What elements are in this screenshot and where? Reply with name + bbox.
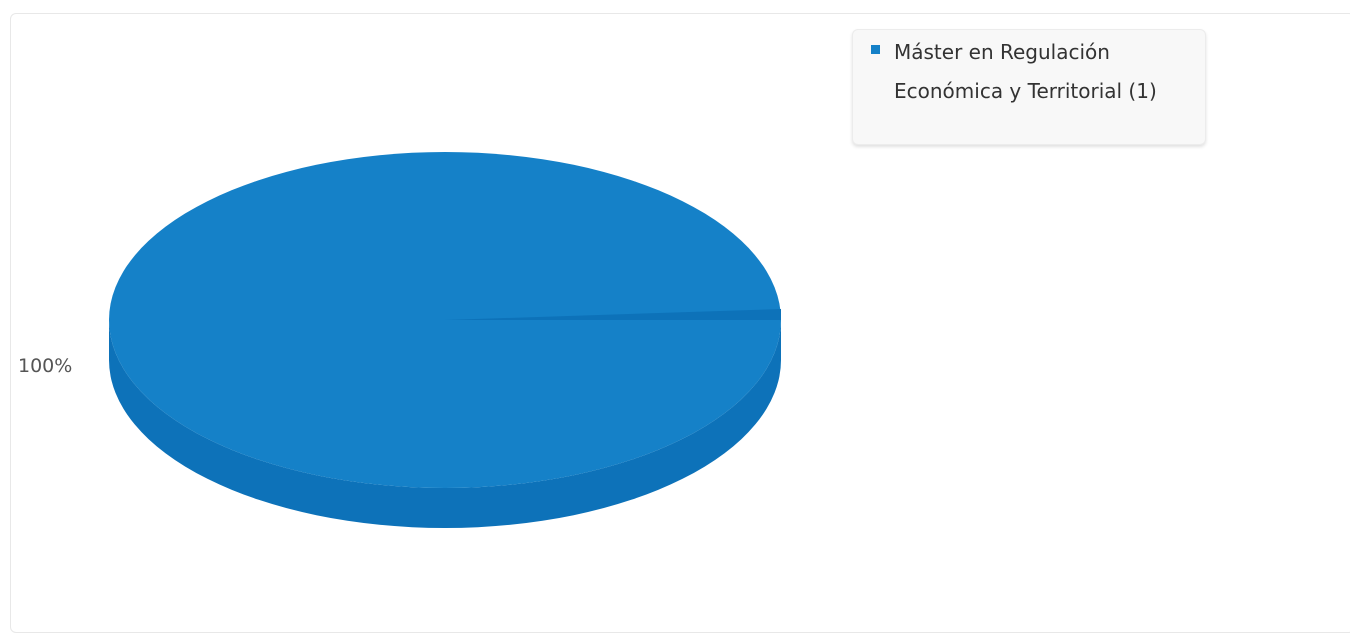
legend: Máster en Regulación Económica y Territo… — [852, 29, 1206, 145]
legend-item[interactable]: Máster en Regulación Económica y Territo… — [894, 40, 1157, 103]
legend-marker — [871, 45, 880, 54]
pie-slice-seam — [445, 309, 781, 320]
pie-slice-side[interactable] — [109, 320, 781, 528]
slice-percent-label: 100% — [18, 355, 73, 377]
